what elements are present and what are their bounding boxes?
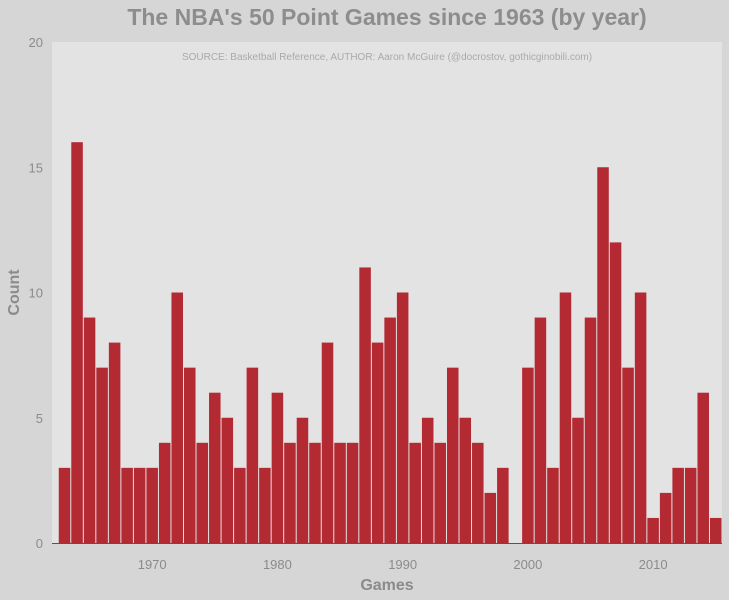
y-axis-ticks: 0 5 10 15 20 (29, 35, 43, 551)
bar-1965 (83, 317, 96, 543)
bar-1977 (234, 467, 246, 543)
x-tick-label: 1970 (138, 557, 167, 572)
bar-2015 (709, 517, 722, 543)
bar-1991 (409, 442, 421, 543)
source-annotation: SOURCE: Basketball Reference, AUTHOR: Aa… (182, 52, 592, 63)
bar-1980 (271, 392, 284, 543)
bar-1988 (371, 342, 384, 543)
bar-2010 (647, 517, 659, 543)
bar-2004 (572, 417, 584, 543)
bar-1966 (96, 367, 108, 543)
bar-2007 (609, 242, 622, 543)
bar-1986 (346, 442, 359, 543)
x-axis-title: Games (360, 577, 413, 594)
bars-group (58, 142, 722, 543)
bar-1994 (446, 367, 459, 543)
bar-2013 (684, 467, 697, 543)
x-tick-label: 1980 (263, 557, 292, 572)
bar-1998 (497, 467, 509, 543)
y-axis-title: Count (6, 269, 23, 316)
bar-2008 (622, 367, 634, 543)
bar-1973 (183, 367, 196, 543)
chart-title: The NBA's 50 Point Games since 1963 (by … (127, 4, 647, 30)
bar-1989 (384, 317, 396, 543)
bar-1975 (209, 392, 221, 543)
bar-1987 (359, 267, 371, 543)
bar-1997 (484, 492, 497, 543)
y-tick-label: 10 (29, 286, 43, 301)
bar-1971 (158, 442, 171, 543)
bar-1990 (396, 292, 409, 543)
bar-1978 (246, 367, 259, 543)
bar-2002 (547, 467, 559, 543)
bar-2003 (559, 292, 572, 543)
bar-1984 (321, 342, 334, 543)
bar-2012 (672, 467, 684, 543)
bar-1964 (71, 142, 83, 543)
bar-1970 (146, 467, 158, 543)
x-tick-label: 1990 (388, 557, 417, 572)
bar-1963 (58, 467, 71, 543)
bar-2011 (659, 492, 672, 543)
bar-1974 (196, 442, 209, 543)
bar-2014 (697, 392, 709, 543)
y-tick-label: 0 (36, 536, 43, 551)
x-axis-ticks: 1970 1980 1990 2000 2010 (138, 557, 668, 572)
bar-1985 (334, 442, 346, 543)
bar-2005 (584, 317, 597, 543)
y-tick-label: 5 (36, 411, 43, 426)
bar-1976 (221, 417, 234, 543)
bar-1982 (296, 417, 309, 543)
bar-2000 (522, 367, 534, 543)
x-tick-label: 2000 (513, 557, 542, 572)
bar-1968 (121, 467, 133, 543)
bar-1969 (133, 467, 146, 543)
bar-1972 (171, 292, 183, 543)
x-tick-label: 2010 (639, 557, 668, 572)
bar-2001 (534, 317, 547, 543)
bar-1996 (472, 442, 484, 543)
bar-1967 (108, 342, 121, 543)
bar-1995 (459, 417, 472, 543)
y-tick-label: 20 (29, 35, 43, 50)
bar-1993 (434, 442, 446, 543)
bar-2009 (634, 292, 647, 543)
bar-1983 (309, 442, 321, 543)
bar-2006 (597, 167, 609, 543)
bar-1979 (259, 467, 271, 543)
bar-1992 (421, 417, 434, 543)
bar-1981 (284, 442, 296, 543)
y-tick-label: 15 (29, 160, 43, 175)
